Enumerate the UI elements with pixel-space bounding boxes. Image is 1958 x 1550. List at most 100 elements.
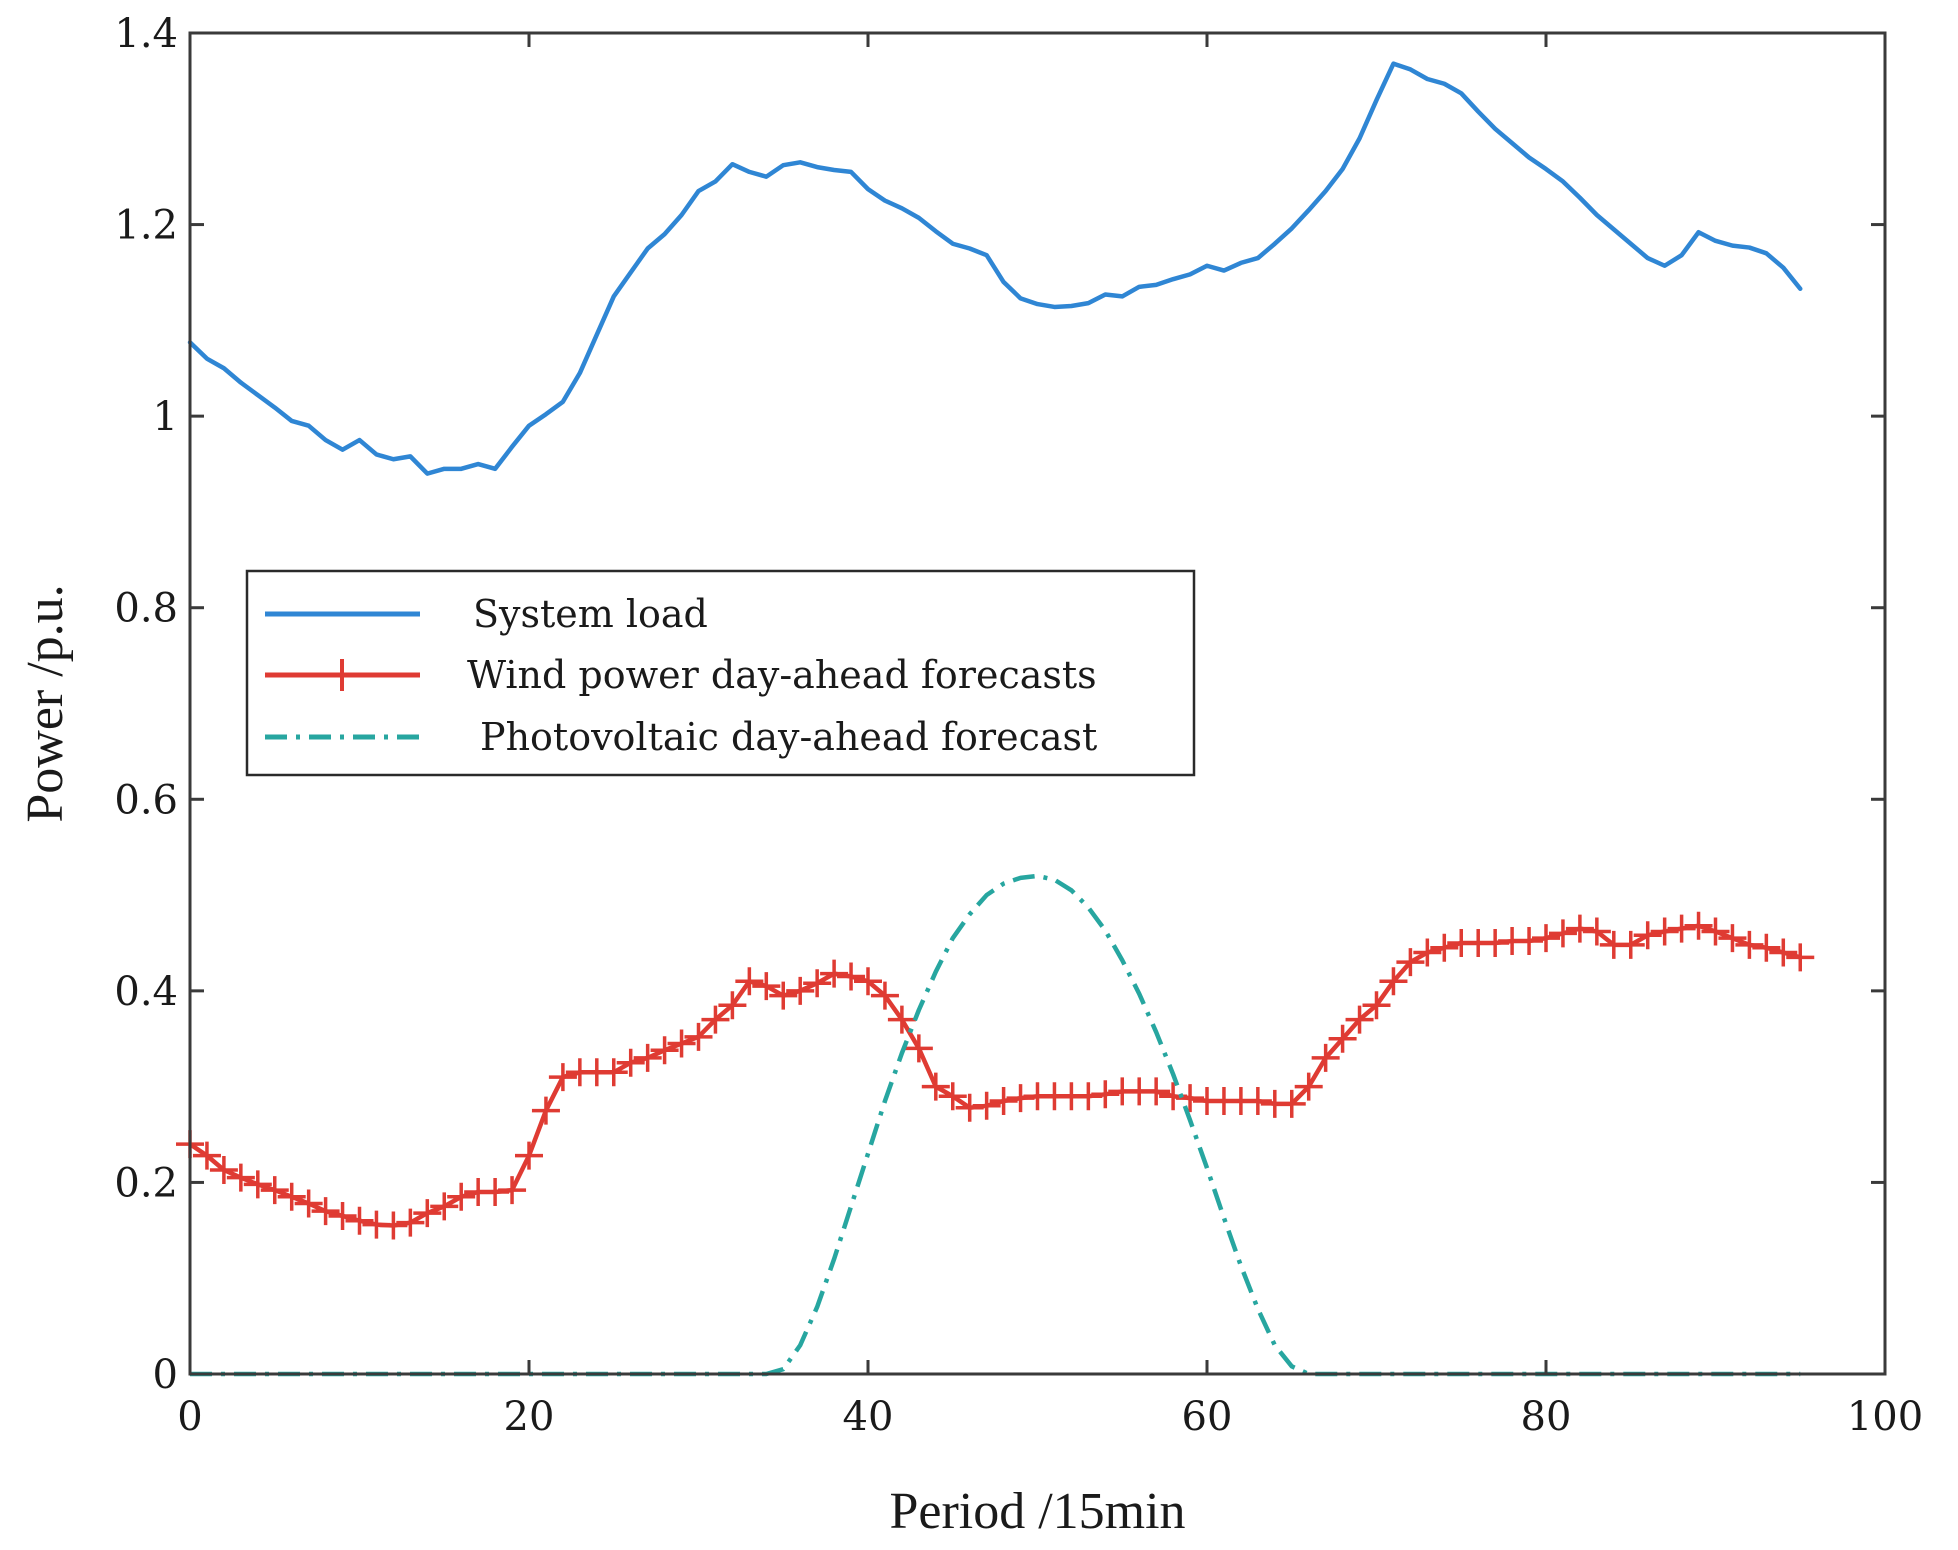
data-point-marker bbox=[1091, 1080, 1120, 1109]
series-line bbox=[187, 923, 1803, 1228]
data-point-marker bbox=[277, 1182, 306, 1211]
data-point-marker bbox=[938, 1082, 967, 1111]
data-point-marker bbox=[1684, 911, 1713, 940]
data-point-marker bbox=[1413, 938, 1442, 967]
y-tick-label: 1.4 bbox=[114, 11, 178, 57]
data-point-marker bbox=[1616, 930, 1645, 959]
data-point-marker bbox=[989, 1087, 1018, 1116]
data-point-marker bbox=[752, 972, 781, 1001]
data-point-marker bbox=[1582, 917, 1611, 946]
data-point-marker bbox=[769, 981, 798, 1010]
data-point-marker bbox=[1311, 1043, 1340, 1072]
data-point-marker bbox=[854, 967, 882, 996]
data-point-marker bbox=[1786, 943, 1815, 972]
data-point-marker bbox=[531, 1096, 560, 1125]
data-point-marker bbox=[904, 1034, 933, 1063]
data-point-marker bbox=[260, 1176, 289, 1205]
data-point-marker bbox=[396, 1208, 425, 1237]
legend-item: Photovoltaic day-ahead forecast bbox=[265, 715, 1097, 759]
y-tick-label: 1 bbox=[153, 394, 178, 440]
series-system-load bbox=[187, 61, 1803, 476]
legend-label: System load bbox=[473, 592, 708, 636]
data-point-marker bbox=[650, 1036, 679, 1065]
data-point-marker bbox=[1345, 1005, 1374, 1034]
data-point-marker bbox=[243, 1170, 272, 1199]
data-point-marker bbox=[1752, 933, 1781, 962]
data-point-marker bbox=[209, 1155, 238, 1184]
x-tick-label: 0 bbox=[177, 1394, 202, 1440]
data-point-marker bbox=[1650, 917, 1679, 946]
data-point-marker bbox=[1565, 914, 1594, 943]
data-point-marker bbox=[1243, 1087, 1272, 1116]
data-point-marker bbox=[481, 1178, 510, 1207]
data-point-marker bbox=[616, 1048, 645, 1077]
x-tick-label: 80 bbox=[1521, 1394, 1572, 1440]
data-point-marker bbox=[1532, 924, 1560, 953]
data-point-marker bbox=[1515, 927, 1544, 956]
legend-marker bbox=[326, 659, 358, 691]
y-tick-label: 0.2 bbox=[114, 1160, 178, 1206]
data-point-marker bbox=[1294, 1072, 1323, 1101]
data-point-marker bbox=[413, 1199, 442, 1228]
y-tick-label: 1.2 bbox=[114, 203, 178, 249]
series-line bbox=[187, 61, 1803, 476]
data-point-marker bbox=[1328, 1024, 1357, 1053]
data-point-marker bbox=[786, 976, 815, 1005]
data-point-marker bbox=[633, 1043, 662, 1072]
x-tick-label: 100 bbox=[1847, 1394, 1923, 1440]
data-point-marker bbox=[837, 962, 866, 991]
data-point-marker bbox=[599, 1058, 628, 1087]
data-point-marker bbox=[955, 1093, 984, 1122]
data-point-marker bbox=[1481, 928, 1510, 957]
data-point-marker bbox=[328, 1201, 357, 1230]
data-point-marker bbox=[1735, 930, 1764, 959]
data-point-marker bbox=[226, 1163, 255, 1192]
data-point-marker bbox=[311, 1197, 340, 1226]
data-point-marker bbox=[972, 1091, 1001, 1120]
data-point-marker bbox=[447, 1182, 476, 1211]
data-point-marker bbox=[548, 1063, 577, 1092]
x-tick-label: 40 bbox=[843, 1394, 894, 1440]
data-point-marker bbox=[1548, 919, 1577, 948]
data-point-marker bbox=[1277, 1089, 1306, 1118]
data-point-marker bbox=[735, 967, 764, 996]
y-tick-label: 0.8 bbox=[114, 586, 178, 632]
data-point-marker bbox=[1142, 1077, 1171, 1106]
y-tick-label: 0.4 bbox=[114, 969, 178, 1015]
data-point-marker bbox=[1633, 921, 1662, 950]
series-layer bbox=[176, 61, 1815, 1377]
data-point-marker bbox=[803, 969, 832, 998]
data-point-marker bbox=[887, 1005, 916, 1034]
data-point-marker bbox=[870, 981, 899, 1010]
data-point-marker bbox=[820, 959, 849, 988]
data-point-marker bbox=[921, 1072, 950, 1101]
legend-item: Wind power day-ahead forecasts bbox=[265, 653, 1097, 697]
data-point-marker bbox=[1379, 967, 1408, 996]
data-point-marker bbox=[1006, 1084, 1035, 1113]
axis-ticks: 0 20 40 60 80 100 0 0.2 0.4 0.6 0.8 1 1.2 1.4 bbox=[114, 11, 1923, 1440]
data-point-marker bbox=[701, 1005, 730, 1034]
data-point-marker bbox=[1667, 914, 1696, 943]
data-point-marker bbox=[192, 1141, 221, 1170]
y-tick-label: 0.6 bbox=[114, 777, 178, 823]
legend-box bbox=[245, 569, 1196, 777]
data-point-marker bbox=[1176, 1084, 1205, 1113]
y-tick-label: 0 bbox=[153, 1352, 178, 1398]
data-point-marker bbox=[1718, 924, 1747, 953]
data-point-marker bbox=[1769, 938, 1798, 967]
data-point-marker bbox=[379, 1211, 408, 1240]
data-point-marker bbox=[345, 1206, 374, 1235]
data-point-marker bbox=[1430, 933, 1459, 962]
data-point-marker bbox=[718, 991, 747, 1020]
data-point-marker bbox=[515, 1141, 543, 1170]
legend-label: Photovoltaic day-ahead forecast bbox=[480, 715, 1097, 759]
data-point-marker bbox=[430, 1192, 459, 1221]
legend-label: Wind power day-ahead forecasts bbox=[467, 653, 1097, 697]
data-point-marker bbox=[667, 1029, 696, 1058]
legend: System load Wind power day-ahead forecast… bbox=[245, 569, 1196, 777]
data-point-marker bbox=[684, 1022, 713, 1051]
x-tick-label: 60 bbox=[1182, 1394, 1233, 1440]
series-wind-power-day-ahead-forecasts bbox=[176, 911, 1815, 1240]
y-axis-label: Power /p.u. bbox=[17, 584, 74, 822]
